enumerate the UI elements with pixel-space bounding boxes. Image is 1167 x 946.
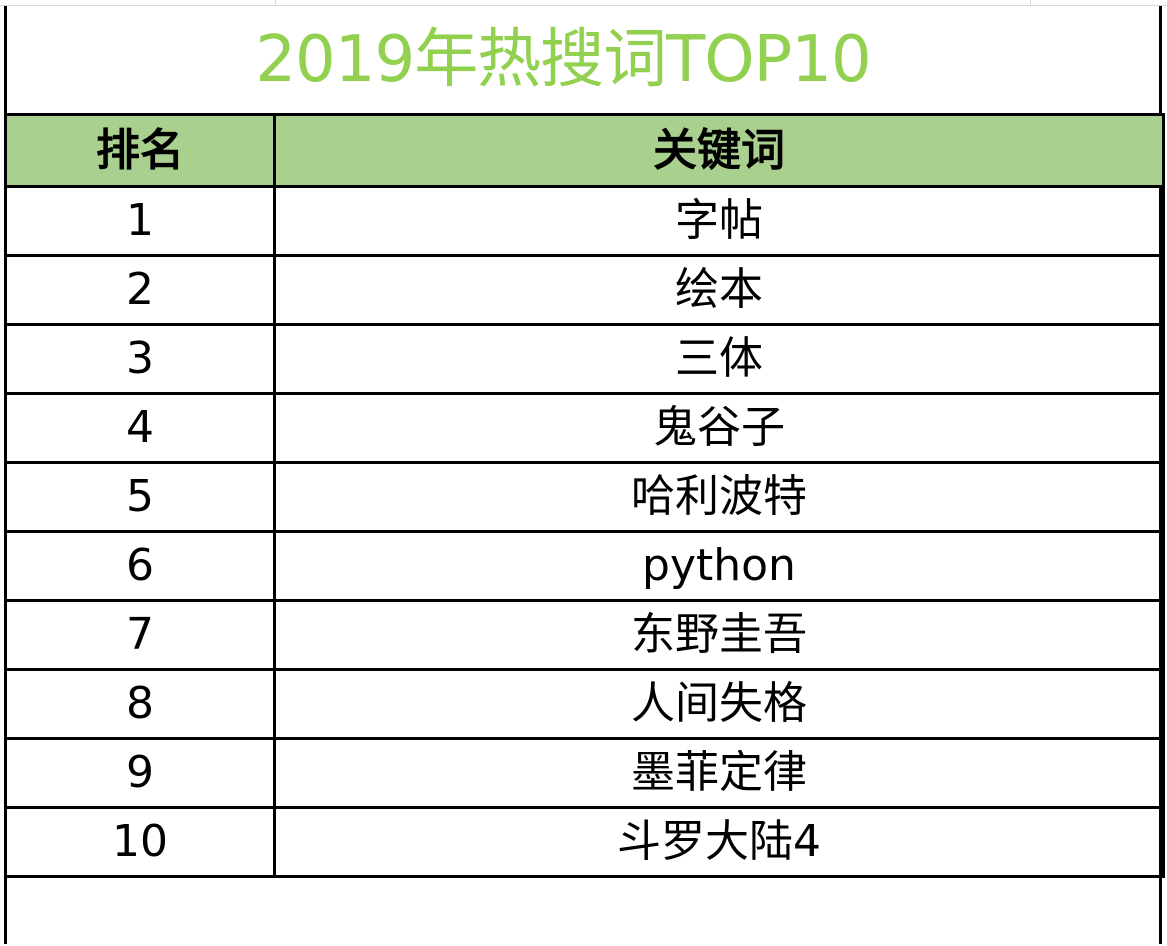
header-cell-keyword[interactable]: 关键词 bbox=[273, 113, 1165, 188]
sheet-gridline-top bbox=[0, 0, 1167, 6]
table-row: 2 绘本 bbox=[4, 254, 1165, 326]
rank-cell[interactable]: 9 bbox=[4, 737, 276, 809]
table-header-row: 排名 关键词 bbox=[4, 113, 1165, 188]
table-row: 9 墨菲定律 bbox=[4, 737, 1165, 809]
spreadsheet-range: 2019年热搜词TOP10 排名 关键词 1 字帖 2 绘本 3 三体 bbox=[4, 6, 1165, 944]
rank-cell[interactable]: 3 bbox=[4, 323, 276, 395]
title-merged-cell[interactable]: 2019年热搜词TOP10 bbox=[7, 6, 1159, 113]
gridline-tick bbox=[1030, 0, 1031, 6]
keyword-cell[interactable]: 人间失格 bbox=[273, 668, 1165, 740]
keyword-cell[interactable]: 字帖 bbox=[273, 185, 1165, 257]
table-row: 10 斗罗大陆4 bbox=[4, 806, 1165, 878]
rank-cell[interactable]: 7 bbox=[4, 599, 276, 671]
keyword-cell[interactable]: 东野圭吾 bbox=[273, 599, 1165, 671]
rank-cell[interactable]: 4 bbox=[4, 392, 276, 464]
table-row: 3 三体 bbox=[4, 323, 1165, 395]
ranking-table: 排名 关键词 1 字帖 2 绘本 3 三体 4 鬼谷子 5 哈利 bbox=[4, 113, 1165, 878]
table-row: 5 哈利波特 bbox=[4, 461, 1165, 533]
table-row: 6 python bbox=[4, 530, 1165, 602]
keyword-cell[interactable]: 墨菲定律 bbox=[273, 737, 1165, 809]
keyword-cell[interactable]: 哈利波特 bbox=[273, 461, 1165, 533]
keyword-cell[interactable]: 绘本 bbox=[273, 254, 1165, 326]
rank-cell[interactable]: 8 bbox=[4, 668, 276, 740]
keyword-cell[interactable]: 斗罗大陆4 bbox=[273, 806, 1165, 878]
keyword-cell[interactable]: 鬼谷子 bbox=[273, 392, 1165, 464]
table-row: 1 字帖 bbox=[4, 185, 1165, 257]
rank-cell[interactable]: 5 bbox=[4, 461, 276, 533]
table-row: 7 东野圭吾 bbox=[4, 599, 1165, 671]
keyword-cell[interactable]: python bbox=[273, 530, 1165, 602]
keyword-cell[interactable]: 三体 bbox=[273, 323, 1165, 395]
rank-cell[interactable]: 1 bbox=[4, 185, 276, 257]
rank-cell[interactable]: 2 bbox=[4, 254, 276, 326]
rank-cell[interactable]: 10 bbox=[4, 806, 276, 878]
header-cell-rank[interactable]: 排名 bbox=[4, 113, 276, 188]
gridline-tick bbox=[275, 0, 276, 6]
table-row: 4 鬼谷子 bbox=[4, 392, 1165, 464]
rank-cell[interactable]: 6 bbox=[4, 530, 276, 602]
sheet-title: 2019年热搜词TOP10 bbox=[255, 22, 871, 97]
table-row: 8 人间失格 bbox=[4, 668, 1165, 740]
